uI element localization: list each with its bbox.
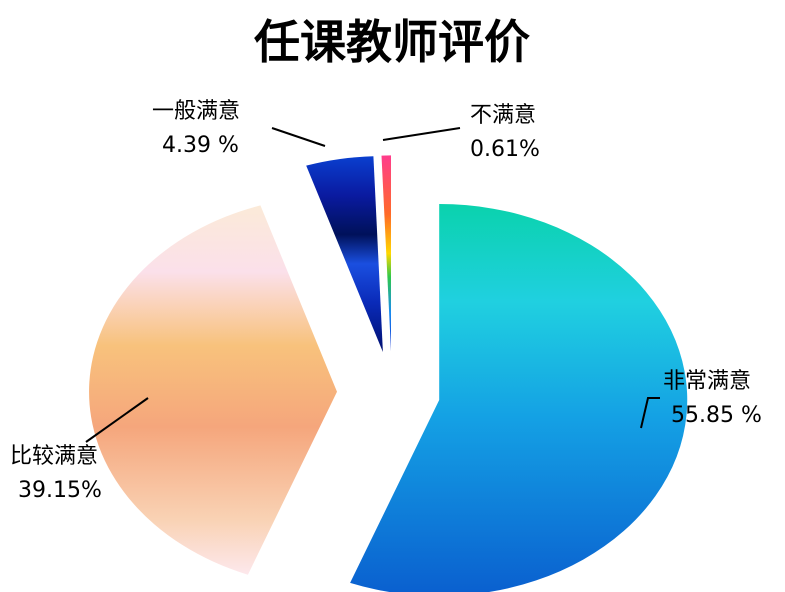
value-bi-jiao-man-yi: 39.15%: [18, 478, 102, 503]
slice-yi-ban-man-yi: [306, 156, 383, 352]
leader-line-bu-man-yi: [382, 127, 461, 141]
label-fei-chang-man-yi: 非常满意: [663, 369, 751, 394]
value-fei-chang-man-yi: 55.85 %: [671, 403, 762, 428]
value-bu-man-yi: 0.61%: [470, 137, 540, 162]
leader-line-yi-ban: [271, 127, 326, 147]
pie-slices: [89, 155, 688, 592]
leader-line-fei-chang: [640, 397, 660, 429]
leader-line-bi-jiao: [85, 397, 149, 443]
label-bu-man-yi: 不满意: [470, 103, 536, 128]
slice-bi-jiao-man-yi: [89, 205, 337, 575]
label-yi-ban-man-yi: 一般满意: [152, 99, 240, 124]
slice-bu-man-yi: [381, 155, 391, 352]
label-bi-jiao-man-yi: 比较满意: [10, 444, 98, 469]
value-yi-ban-man-yi: 4.39 %: [162, 133, 239, 158]
chart-title: 任课教师评价: [254, 15, 530, 69]
slice-fei-chang-man-yi: [350, 204, 688, 592]
